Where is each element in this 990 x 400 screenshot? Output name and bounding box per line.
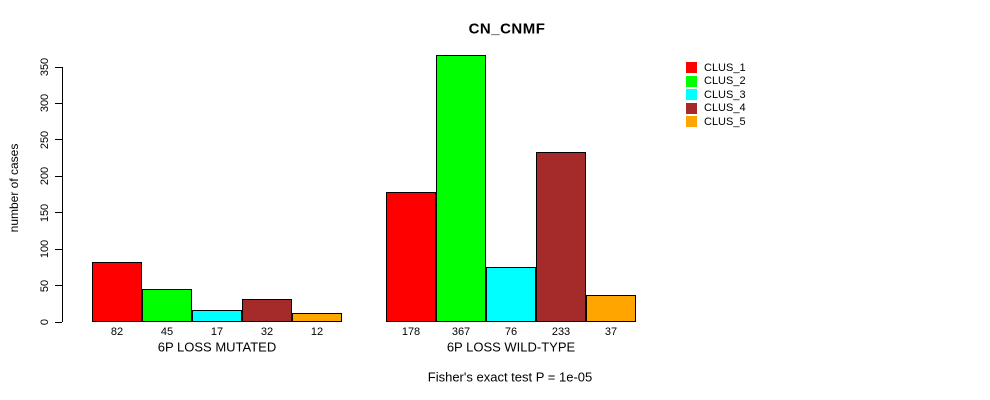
group-label: 6P LOSS MUTATED bbox=[157, 339, 277, 355]
legend-label: CLUS_5 bbox=[704, 115, 746, 128]
chart-title: CN_CNMF bbox=[468, 20, 546, 38]
y-tick bbox=[55, 66, 62, 68]
y-axis-line bbox=[62, 67, 63, 322]
y-tick bbox=[55, 175, 62, 177]
bar-clus_4 bbox=[242, 298, 292, 322]
legend-item: CLUS_3 bbox=[686, 88, 746, 102]
y-tick bbox=[55, 102, 62, 104]
y-tick-label: 150 bbox=[39, 203, 51, 222]
bar-clus_3 bbox=[486, 266, 536, 322]
bar-value-label: 82 bbox=[110, 326, 124, 338]
bar-value-label: 233 bbox=[551, 326, 571, 338]
bar-value-label: 76 bbox=[504, 326, 518, 338]
y-tick-label: 300 bbox=[39, 94, 51, 113]
legend-item: CLUS_5 bbox=[686, 115, 746, 129]
y-tick bbox=[55, 139, 62, 141]
bar-clus_5 bbox=[586, 295, 636, 322]
y-tick bbox=[55, 285, 62, 287]
legend-label: CLUS_2 bbox=[704, 75, 746, 88]
bar-value-label: 17 bbox=[210, 326, 224, 338]
y-tick-label: 250 bbox=[39, 130, 51, 150]
bar-clus_3 bbox=[192, 309, 242, 322]
legend-swatch bbox=[686, 102, 697, 114]
bar-clus_4 bbox=[536, 152, 586, 322]
legend: CLUS_1 CLUS_2 CLUS_3 CLUS_4 CLUS_5 bbox=[686, 61, 746, 129]
legend-swatch bbox=[686, 62, 697, 74]
legend-swatch bbox=[686, 89, 697, 101]
bar-value-label: 178 bbox=[401, 326, 421, 338]
y-tick bbox=[55, 248, 62, 250]
bar-value-label: 45 bbox=[160, 326, 174, 338]
bar-value-label: 367 bbox=[451, 326, 471, 338]
bar-clus_1 bbox=[92, 262, 142, 322]
bar-clus_2 bbox=[436, 54, 486, 322]
y-tick-label: 50 bbox=[39, 279, 51, 292]
legend-label: CLUS_3 bbox=[704, 88, 746, 101]
legend-swatch bbox=[686, 75, 697, 87]
y-tick bbox=[55, 212, 62, 214]
bar-value-label: 12 bbox=[310, 326, 324, 338]
legend-item: CLUS_1 bbox=[686, 61, 746, 75]
legend-item: CLUS_2 bbox=[686, 75, 746, 89]
bar-clus_1 bbox=[386, 192, 436, 322]
bar-value-label: 37 bbox=[604, 326, 618, 338]
legend-label: CLUS_1 bbox=[704, 61, 746, 74]
y-axis-label: number of cases bbox=[7, 143, 21, 233]
y-tick-label: 100 bbox=[39, 239, 51, 259]
legend-label: CLUS_4 bbox=[704, 102, 746, 115]
bar-value-label: 32 bbox=[260, 326, 274, 338]
y-tick-label: 200 bbox=[39, 167, 51, 186]
stats-annotation: Fisher's exact test P = 1e-05 bbox=[427, 369, 593, 385]
bar-clus_5 bbox=[292, 313, 342, 322]
y-tick-label: 0 bbox=[39, 318, 51, 326]
legend-swatch bbox=[686, 116, 697, 128]
group-label: 6P LOSS WILD-TYPE bbox=[446, 339, 576, 355]
bar-clus_2 bbox=[142, 289, 192, 322]
legend-item: CLUS_4 bbox=[686, 102, 746, 116]
y-tick-label: 350 bbox=[39, 57, 51, 77]
y-tick bbox=[55, 321, 62, 323]
